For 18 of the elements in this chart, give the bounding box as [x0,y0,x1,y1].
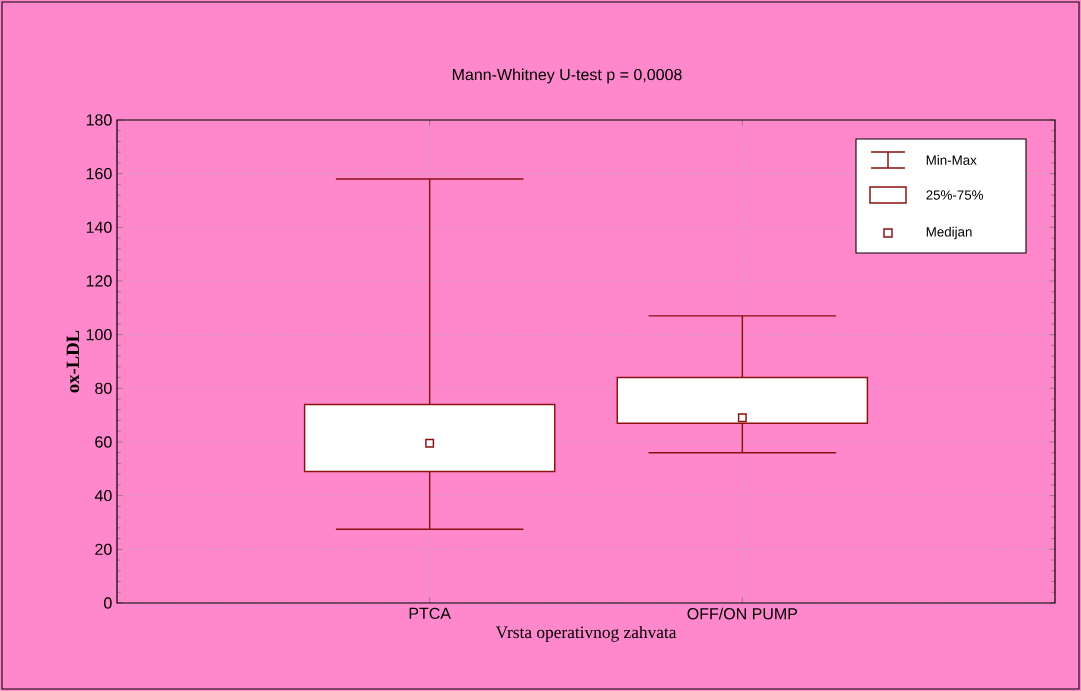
annotation: 25%-75% [926,190,984,200]
y-tick-label: 100 [86,328,112,341]
y-tick-label: 40 [94,489,112,502]
x-axis-title: Vrsta operativnog zahvata [495,625,677,642]
annotation: Medijan [926,226,972,240]
x-tick-label: PTCA [409,607,451,620]
y-tick-label: 180 [86,114,112,126]
chart-title: Mann-Whitney U-test p = 0,0008 [452,68,682,84]
y-tick-label: 20 [95,543,112,555]
annotation: Min-Max [926,155,977,165]
x-tick-label: OFF/ON PUMP [687,607,798,620]
y-tick-label: 80 [95,382,112,394]
y-tick-label: 160 [86,167,112,180]
y-tick-label: 60 [95,436,112,448]
y-axis-title: ox-LDL [66,330,80,393]
y-tick-label: 0 [104,597,112,609]
y-tick-label: 120 [86,275,112,287]
y-tick-label: 140 [86,221,112,233]
